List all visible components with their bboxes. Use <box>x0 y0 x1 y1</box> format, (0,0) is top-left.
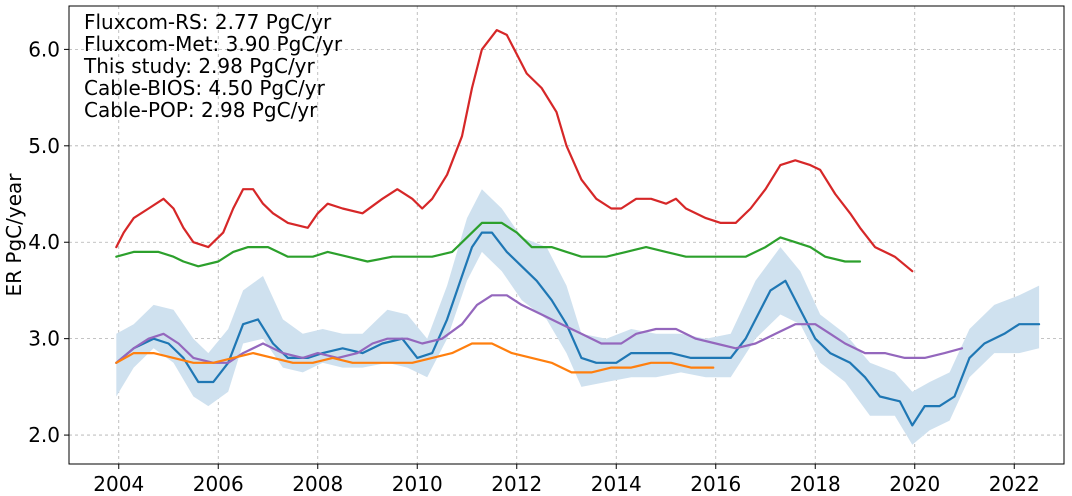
plot-frame <box>68 5 1065 465</box>
series-line-3 <box>115 294 964 364</box>
x-tick-label: 2012 <box>491 472 542 496</box>
y-tick-label: 6.0 <box>28 37 60 61</box>
series-line-2 <box>115 231 1041 427</box>
x-tick-label: 2016 <box>690 472 741 496</box>
annotation-line: Fluxcom-RS: 2.77 PgC/yr <box>84 10 332 34</box>
y-tick-label: 4.0 <box>28 230 60 254</box>
annotation-line: Fluxcom-Met: 3.90 PgC/yr <box>84 32 343 56</box>
series-line-0 <box>115 29 914 273</box>
uncertainty-band-layer <box>116 189 1040 445</box>
y-axis-label: ER PgC/year <box>2 173 26 297</box>
y-tick-label: 5.0 <box>28 134 60 158</box>
uncertainty-band <box>116 189 1040 445</box>
x-tick-label: 2004 <box>93 472 144 496</box>
series-layer <box>115 29 1041 427</box>
x-tick-label: 2022 <box>989 472 1040 496</box>
x-tick-label: 2018 <box>790 472 841 496</box>
annotation-line: This study: 2.98 PgC/yr <box>83 54 316 78</box>
x-tick-label: 2006 <box>193 472 244 496</box>
x-tick-label: 2014 <box>591 472 642 496</box>
y-tick-label: 3.0 <box>28 327 60 351</box>
x-tick-label: 2008 <box>292 472 343 496</box>
annotation-line: Cable-BIOS: 4.50 PgC/yr <box>84 76 326 100</box>
grid-lines <box>69 6 1064 464</box>
series-line-4 <box>115 342 715 374</box>
y-tick-label: 2.0 <box>28 423 60 447</box>
annotation-line: Cable-POP: 2.98 PgC/yr <box>84 98 318 122</box>
x-tick-label: 2020 <box>889 472 940 496</box>
x-tick-label: 2010 <box>392 472 443 496</box>
axis-ticks: 2004 2006 2008 2010 2012 2014 2016 2018 2020 2022… <box>28 37 1040 496</box>
series-line-1 <box>115 221 862 268</box>
